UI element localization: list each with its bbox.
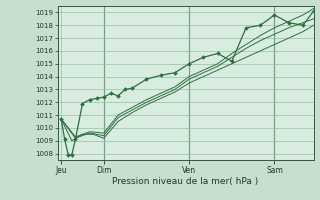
X-axis label: Pression niveau de la mer( hPa ): Pression niveau de la mer( hPa ): [112, 177, 259, 186]
